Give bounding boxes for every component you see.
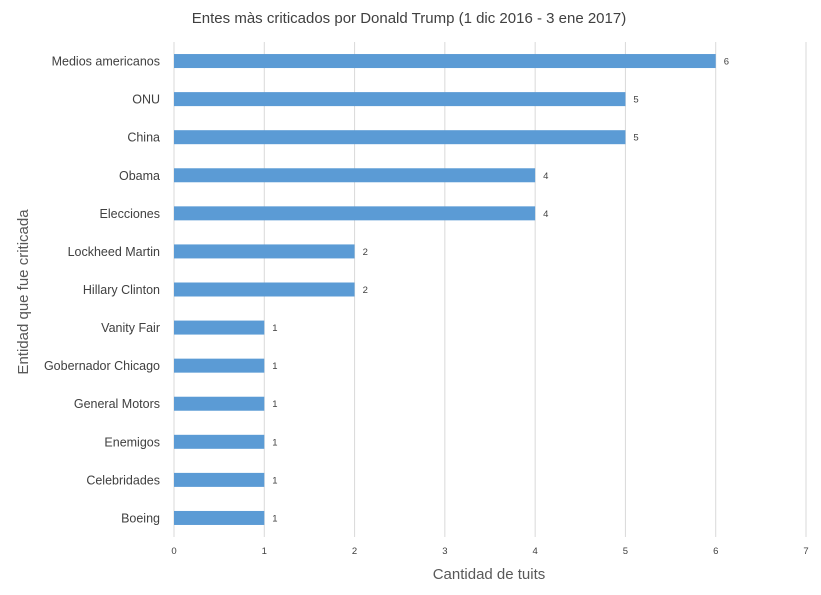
data-label: 2 [363,247,368,258]
data-label: 1 [272,437,277,448]
bars: 6 5 5 4 4 2 2 1 1 1 1 1 1 [174,54,729,525]
x-tick-label: 5 [623,546,628,557]
category-label: General Motors [74,397,160,411]
x-tick-labels: 0 1 2 3 4 5 6 7 [171,546,808,557]
bar [174,168,536,183]
category-label: Lockheed Martin [68,245,160,259]
bar [174,130,626,145]
category-label: Elecciones [100,207,160,221]
bar [174,54,716,69]
data-label: 4 [543,171,548,182]
bar [174,206,536,221]
bar [174,510,265,525]
category-label: ONU [132,93,160,107]
data-label: 4 [543,209,548,220]
x-tick-label: 4 [532,546,537,557]
category-label: Boeing [121,511,160,525]
bar [174,244,355,259]
data-label: 1 [272,513,277,524]
data-label: 5 [633,133,638,144]
x-tick-label: 0 [171,546,176,557]
category-label: Gobernador Chicago [44,359,160,373]
bar [174,320,265,335]
category-label: Vanity Fair [101,321,160,335]
category-label: China [127,131,160,145]
category-label: Hillary Clinton [83,283,160,297]
data-label: 2 [363,285,368,296]
category-label: Celebridades [86,473,160,487]
bar [174,396,265,411]
category-labels: Medios americanos ONU China Obama Elecciones… [44,55,160,526]
data-label: 1 [272,361,277,372]
category-label: Enemigos [104,435,160,449]
category-label: Medios americanos [52,55,160,69]
bar [174,92,626,107]
data-label: 5 [633,95,638,106]
chart-title: Entes màs criticados por Donald Trump (1… [192,10,626,27]
x-tick-label: 3 [442,546,447,557]
x-tick-label: 7 [803,546,808,557]
category-label: Obama [119,169,160,183]
data-label: 1 [272,399,277,410]
gridlines [173,42,807,537]
bar [174,472,265,487]
bar [174,282,355,297]
data-label: 1 [272,323,277,334]
x-tick-label: 1 [262,546,267,557]
data-label: 6 [724,57,729,68]
bar [174,434,265,449]
data-label: 1 [272,475,277,486]
x-axis-label: Cantidad de tuits [433,566,546,583]
bar [174,358,265,373]
x-tick-label: 6 [713,546,718,557]
x-tick-label: 2 [352,546,357,557]
y-axis-label: Entidad que fue criticada [15,209,32,375]
